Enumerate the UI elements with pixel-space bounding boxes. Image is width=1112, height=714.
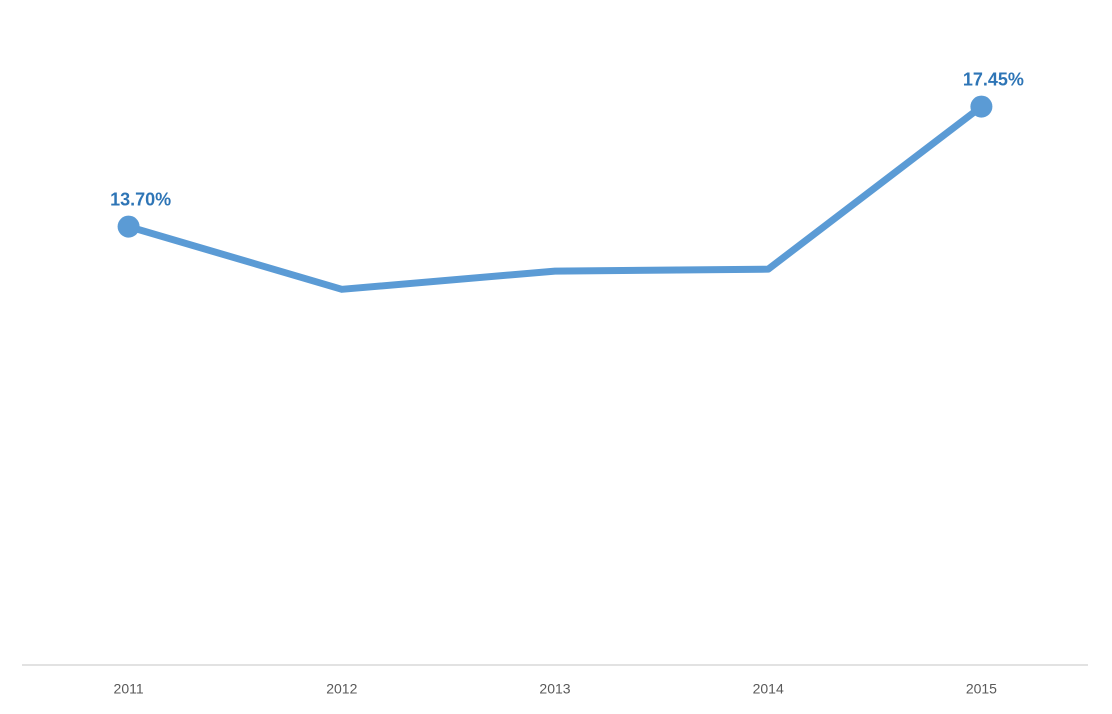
- data-label: 13.70%: [110, 189, 171, 209]
- data-label: 17.45%: [963, 69, 1024, 89]
- x-tick-label: 2012: [326, 681, 357, 697]
- x-tick-label: 2014: [753, 681, 784, 697]
- x-tick-label: 2013: [539, 681, 570, 697]
- data-marker: [970, 95, 993, 118]
- x-tick-label: 2011: [114, 681, 144, 697]
- data-line: [127, 103, 984, 293]
- x-tick-label: 2015: [966, 681, 997, 697]
- data-marker: [117, 215, 140, 238]
